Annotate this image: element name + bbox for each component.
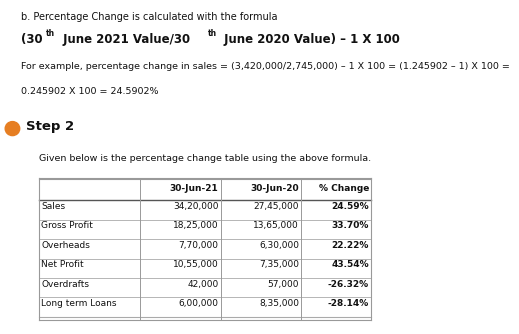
Text: Step 2: Step 2 bbox=[26, 120, 74, 133]
Text: June 2021 Value/30: June 2021 Value/30 bbox=[59, 33, 190, 46]
Text: 27,45,000: 27,45,000 bbox=[253, 202, 299, 211]
Text: 8,35,000: 8,35,000 bbox=[259, 299, 299, 308]
Text: 42,000: 42,000 bbox=[187, 280, 218, 289]
Text: (30: (30 bbox=[21, 33, 43, 46]
Text: 22.22%: 22.22% bbox=[332, 241, 369, 250]
Text: Gross Profit: Gross Profit bbox=[41, 221, 93, 230]
Text: Overdrafts: Overdrafts bbox=[41, 280, 89, 289]
Text: 30-Jun-20: 30-Jun-20 bbox=[250, 184, 299, 193]
Text: Long term Loans: Long term Loans bbox=[41, 299, 116, 308]
Text: June 2020 Value) – 1 X 100: June 2020 Value) – 1 X 100 bbox=[220, 33, 400, 46]
Text: 33.70%: 33.70% bbox=[332, 221, 369, 230]
Text: th: th bbox=[46, 29, 56, 38]
Text: Net Profit: Net Profit bbox=[41, 260, 84, 269]
Text: 7,70,000: 7,70,000 bbox=[179, 241, 218, 250]
Text: Sales: Sales bbox=[41, 202, 65, 211]
Text: 30-Jun-21: 30-Jun-21 bbox=[170, 184, 218, 193]
Text: 10,55,000: 10,55,000 bbox=[173, 260, 218, 269]
Text: 6,00,000: 6,00,000 bbox=[179, 299, 218, 308]
Text: b. Percentage Change is calculated with the formula: b. Percentage Change is calculated with … bbox=[21, 12, 277, 22]
Text: 13,65,000: 13,65,000 bbox=[253, 221, 299, 230]
Text: % Change: % Change bbox=[319, 184, 369, 193]
Text: 34,20,000: 34,20,000 bbox=[173, 202, 218, 211]
Text: For example, percentage change in sales = (3,420,000/2,745,000) – 1 X 100 = (1.2: For example, percentage change in sales … bbox=[21, 62, 510, 71]
Ellipse shape bbox=[5, 122, 20, 136]
Text: 7,35,000: 7,35,000 bbox=[259, 260, 299, 269]
Text: Given below is the percentage change table using the above formula.: Given below is the percentage change tab… bbox=[39, 154, 371, 163]
Text: 0.245902 X 100 = 24.5902%: 0.245902 X 100 = 24.5902% bbox=[21, 87, 158, 96]
Text: 18,25,000: 18,25,000 bbox=[173, 221, 218, 230]
Text: 43.54%: 43.54% bbox=[332, 260, 369, 269]
Text: th: th bbox=[208, 29, 217, 38]
Text: -26.32%: -26.32% bbox=[328, 280, 369, 289]
Text: -28.14%: -28.14% bbox=[328, 299, 369, 308]
Text: 57,000: 57,000 bbox=[267, 280, 299, 289]
Text: 24.59%: 24.59% bbox=[332, 202, 369, 211]
Text: 6,30,000: 6,30,000 bbox=[259, 241, 299, 250]
Text: Overheads: Overheads bbox=[41, 241, 90, 250]
